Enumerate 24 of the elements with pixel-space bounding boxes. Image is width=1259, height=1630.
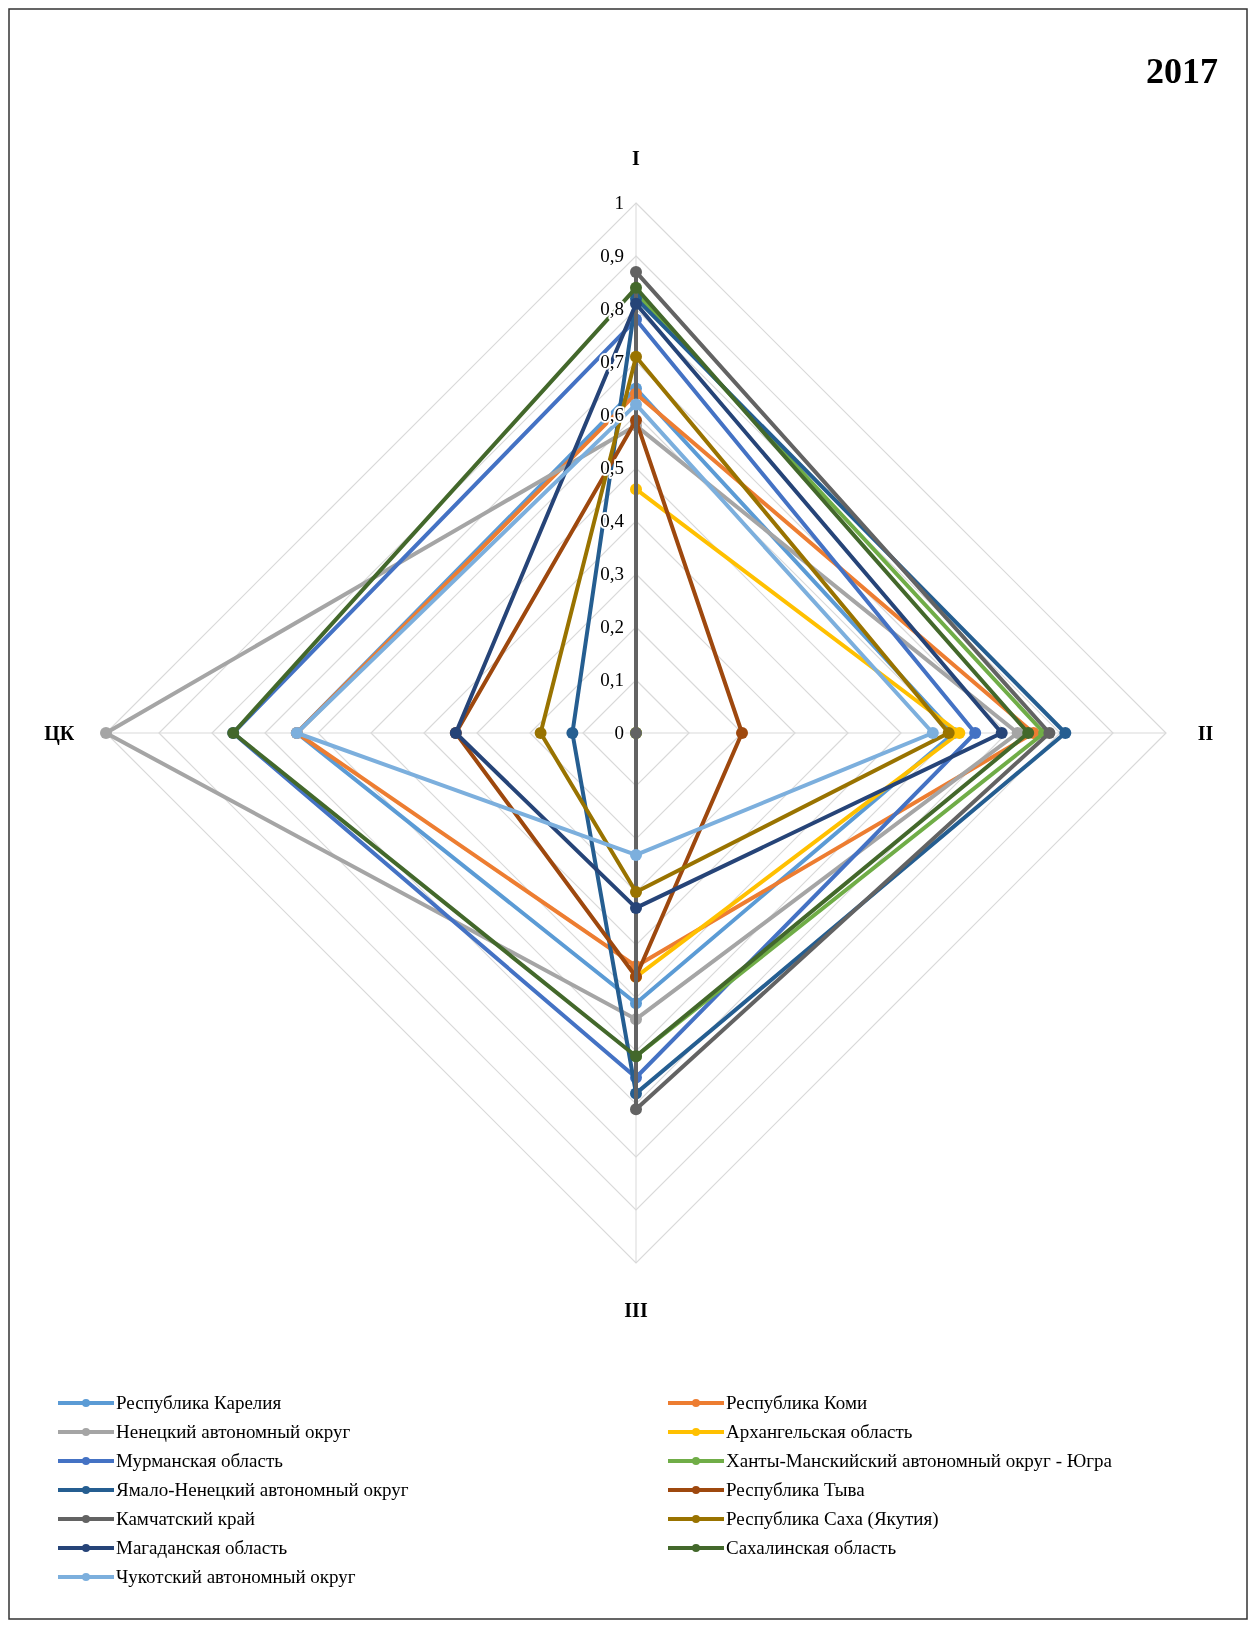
chart-title: 2017 [1146, 51, 1218, 91]
spoke-label: ЦК [44, 722, 75, 745]
legend-label: Чукотский автономный округ [116, 1566, 356, 1587]
spoke-label: II [1197, 722, 1214, 744]
legend-label: Республика Коми [726, 1392, 868, 1413]
y-tick-label: 0,3 [600, 563, 624, 584]
y-tick-label: 0,9 [600, 245, 624, 266]
legend-label: Республика Карелия [116, 1392, 282, 1413]
y-tick-label: 1 [614, 192, 624, 213]
legend-label: Камчатский край [116, 1508, 255, 1529]
y-tick-label: 0 [614, 722, 624, 743]
legend-label: Республика Саха (Якутия) [726, 1508, 939, 1530]
legend-label: Архангельская область [726, 1421, 913, 1442]
spoke-label: III [624, 1298, 648, 1321]
legend-label: Мурманская область [116, 1450, 284, 1471]
legend-label: Ханты-Манскийский автономный округ - Югра [726, 1450, 1113, 1471]
legend-label: Ямало-Ненецкий автономный округ [116, 1479, 409, 1500]
legend-label: Республика Тыва [726, 1479, 866, 1500]
y-tick-label: 0,2 [600, 616, 624, 637]
legend-label: Ненецкий автономный округ [116, 1421, 351, 1442]
legend-label: Сахалинская область [726, 1537, 897, 1558]
spoke-label: I [632, 147, 641, 170]
legend-label: Магаданская область [116, 1537, 288, 1558]
y-tick-label: 0,1 [600, 669, 624, 690]
